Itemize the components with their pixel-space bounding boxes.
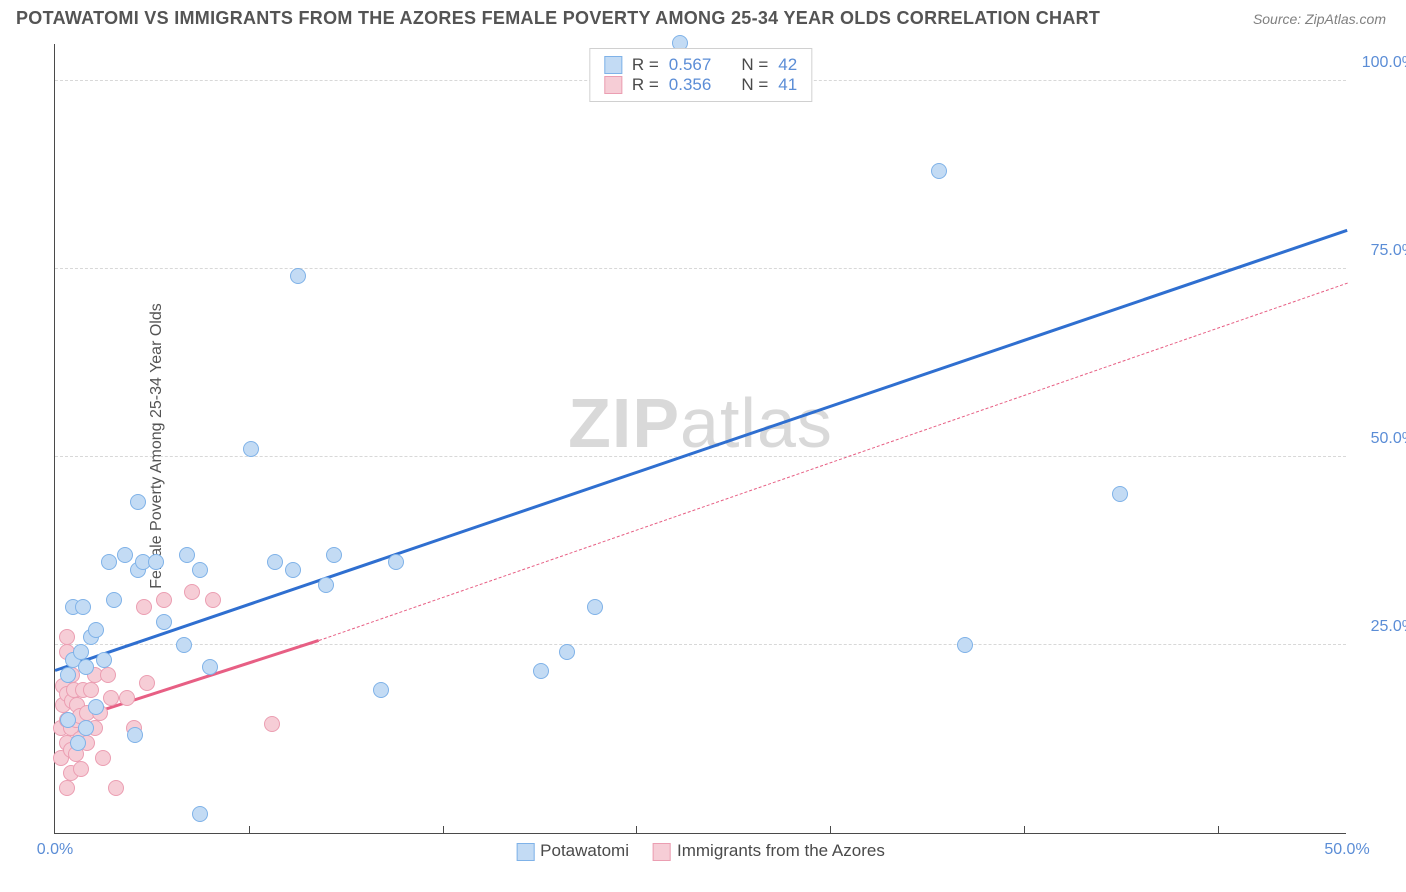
- series-legend: Potawatomi Immigrants from the Azores: [516, 841, 885, 861]
- data-point: [60, 712, 76, 728]
- chart-source: Source: ZipAtlas.com: [1253, 11, 1386, 27]
- data-point: [101, 554, 117, 570]
- series-legend-item: Potawatomi: [516, 841, 629, 861]
- legend-r-value: 0.567: [669, 55, 712, 75]
- series-legend-label: Potawatomi: [540, 841, 629, 860]
- data-point: [285, 562, 301, 578]
- data-point: [243, 441, 259, 457]
- legend-swatch: [604, 76, 622, 94]
- legend-swatch: [516, 843, 534, 861]
- data-point: [95, 750, 111, 766]
- legend-r-label: R =: [632, 55, 659, 75]
- x-tick-label: 50.0%: [1324, 841, 1369, 859]
- x-tick-mark: [443, 826, 444, 834]
- data-point: [176, 637, 192, 653]
- data-point: [931, 163, 947, 179]
- data-point: [264, 716, 280, 732]
- data-point: [202, 659, 218, 675]
- legend-n-label: N =: [741, 75, 768, 95]
- x-tick-mark: [1218, 826, 1219, 834]
- data-point: [119, 690, 135, 706]
- x-tick-mark: [636, 826, 637, 834]
- data-point: [192, 562, 208, 578]
- trend-line: [318, 283, 1347, 641]
- data-point: [559, 644, 575, 660]
- data-point: [205, 592, 221, 608]
- data-point: [73, 761, 89, 777]
- x-tick-mark: [1024, 826, 1025, 834]
- data-point: [192, 806, 208, 822]
- x-tick-label: 0.0%: [37, 841, 73, 859]
- data-point: [587, 599, 603, 615]
- data-point: [108, 780, 124, 796]
- series-legend-label: Immigrants from the Azores: [677, 841, 885, 860]
- scatter-plot: ZIPatlas 25.0%50.0%75.0%100.0%0.0%50.0%R…: [54, 44, 1346, 834]
- data-point: [139, 675, 155, 691]
- data-point: [318, 577, 334, 593]
- correlation-legend: R = 0.567 N = 42 R = 0.356 N = 41: [589, 48, 812, 102]
- data-point: [59, 780, 75, 796]
- data-point: [59, 629, 75, 645]
- data-point: [388, 554, 404, 570]
- data-point: [373, 682, 389, 698]
- x-tick-mark: [830, 826, 831, 834]
- data-point: [88, 622, 104, 638]
- data-point: [78, 720, 94, 736]
- legend-swatch: [653, 843, 671, 861]
- legend-n-value: 41: [778, 75, 797, 95]
- data-point: [179, 547, 195, 563]
- data-point: [184, 584, 200, 600]
- data-point: [148, 554, 164, 570]
- x-tick-mark: [249, 826, 250, 834]
- data-point: [136, 599, 152, 615]
- legend-r-label: R =: [632, 75, 659, 95]
- data-point: [326, 547, 342, 563]
- y-tick-label: 25.0%: [1356, 618, 1406, 636]
- data-point: [290, 268, 306, 284]
- data-point: [88, 699, 104, 715]
- chart-header: POTAWATOMI VS IMMIGRANTS FROM THE AZORES…: [0, 0, 1406, 33]
- data-point: [83, 682, 99, 698]
- gridline: [55, 268, 1346, 269]
- data-point: [156, 614, 172, 630]
- legend-swatch: [604, 56, 622, 74]
- data-point: [96, 652, 112, 668]
- data-point: [127, 727, 143, 743]
- series-legend-item: Immigrants from the Azores: [653, 841, 885, 861]
- y-tick-label: 75.0%: [1356, 242, 1406, 260]
- data-point: [60, 667, 76, 683]
- data-point: [70, 735, 86, 751]
- data-point: [78, 659, 94, 675]
- data-point: [1112, 486, 1128, 502]
- legend-n-value: 42: [778, 55, 797, 75]
- legend-row: R = 0.567 N = 42: [604, 55, 797, 75]
- y-tick-label: 100.0%: [1356, 54, 1406, 72]
- data-point: [75, 599, 91, 615]
- data-point: [103, 690, 119, 706]
- data-point: [117, 547, 133, 563]
- data-point: [73, 644, 89, 660]
- data-point: [957, 637, 973, 653]
- data-point: [130, 494, 146, 510]
- data-point: [100, 667, 116, 683]
- data-point: [533, 663, 549, 679]
- y-tick-label: 50.0%: [1356, 430, 1406, 448]
- chart-title: POTAWATOMI VS IMMIGRANTS FROM THE AZORES…: [16, 8, 1100, 29]
- data-point: [106, 592, 122, 608]
- legend-n-label: N =: [741, 55, 768, 75]
- legend-r-value: 0.356: [669, 75, 712, 95]
- gridline: [55, 644, 1346, 645]
- data-point: [156, 592, 172, 608]
- legend-row: R = 0.356 N = 41: [604, 75, 797, 95]
- data-point: [267, 554, 283, 570]
